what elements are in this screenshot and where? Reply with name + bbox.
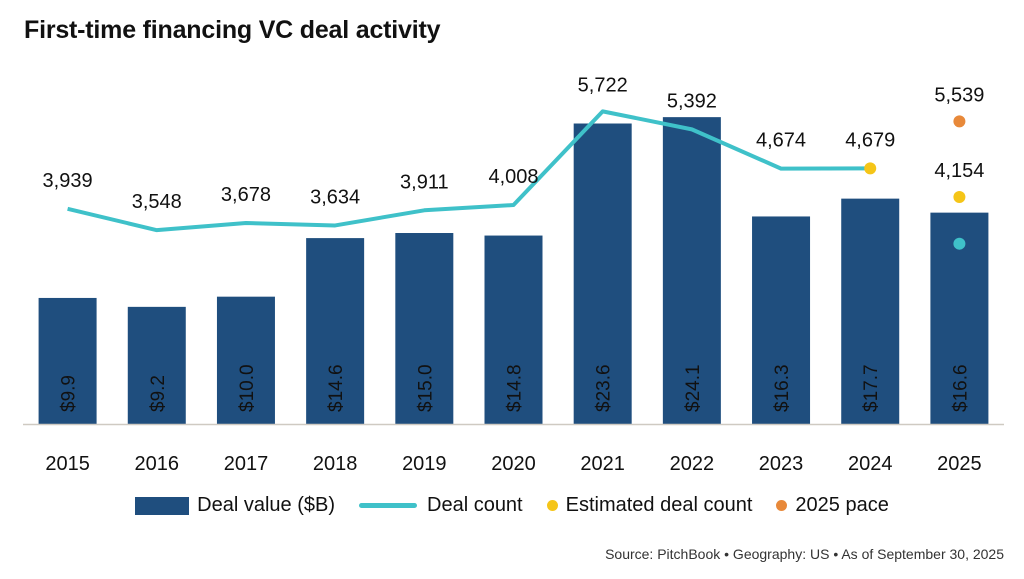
bar-value-label: $15.0 [415,364,436,412]
legend: Deal value ($B) Deal count Estimated dea… [0,494,1024,517]
estimated-deal-count-dot [864,162,877,175]
x-tick-label: 2025 [937,453,982,475]
x-tick-label: 2016 [135,453,180,475]
deal-count-line [67,109,871,233]
bar-value-label: $9.9 [59,375,80,412]
estimated-deal-count-dot-label: 4,154 [934,160,984,182]
legend-label: Estimated deal count [565,494,753,516]
deal-count-label: 3,548 [132,191,182,213]
bar-value-label: $9.2 [148,375,169,412]
x-tick-label: 2023 [759,453,804,475]
bar-value-label: $23.6 [594,364,615,412]
bar-2017 [216,296,275,424]
estimated-deal-count-dot [953,191,966,204]
legend-label: Deal value ($B) [197,494,335,516]
deal-count-label: 3,634 [310,186,360,208]
deal-count-label: 4,008 [488,166,538,188]
deal-count-label: 3,939 [43,170,93,192]
legend-item-pace: 2025 pace [776,494,889,517]
chart-title: First-time financing VC deal activity [24,16,441,44]
deal-count-label: 4,679 [845,129,895,151]
deal-count-label: 3,911 [400,171,449,193]
bar-2019 [395,233,454,424]
bar-value-label: $24.1 [683,364,704,412]
bar-2021 [573,123,632,424]
deal-count-label: 5,392 [667,90,717,112]
x-tick-label: 2017 [224,453,269,475]
deal-count-label: 4,674 [756,130,806,152]
pace-dot [953,115,966,128]
bar-value-label: $16.3 [772,364,793,412]
x-tick-label: 2019 [402,453,447,475]
deal-count-label: 5,722 [578,74,628,96]
pace-dot-label: 5,539 [934,84,984,106]
x-tick-label: 2021 [580,453,625,475]
legend-dot-estimated-icon [546,500,558,511]
x-tick-label: 2015 [45,453,90,475]
bar-2018 [306,238,365,424]
legend-line-swatch-icon [359,503,417,508]
deal-count-label: 3,678 [221,184,271,206]
legend-label: 2025 pace [795,494,889,516]
legend-label: Deal count [427,494,523,516]
bar-2024 [841,198,900,424]
x-tick-label: 2020 [491,453,536,475]
legend-item-deal-value: Deal value ($B) [135,494,335,517]
legend-bar-swatch-icon [135,496,190,515]
bar-2023 [752,216,811,424]
bar-value-label: $10.0 [237,364,258,412]
legend-dot-pace-icon [776,500,788,511]
chart-area: $9.9 2015 $9.2 2016 $10.0 2017 $14.6 2018 $15.0 2… [23,74,1004,475]
bar-2016 [127,306,186,424]
bar-value-label: $14.6 [326,364,347,412]
bar-2020 [484,235,543,424]
bar-value-label: $14.8 [505,364,526,412]
source-note: Source: PitchBook • Geography: US • As o… [605,546,1004,562]
bar-2015 [38,297,97,424]
bar-value-label: $16.6 [950,364,971,412]
x-tick-label: 2022 [670,453,715,475]
legend-item-deal-count: Deal count [359,494,523,517]
x-tick-label: 2018 [313,453,358,475]
deal-count-ytd-dot [953,237,966,250]
bar-2022 [662,117,721,424]
bar-value-label: $17.7 [861,364,882,412]
legend-item-estimated: Estimated deal count [546,494,753,517]
x-tick-label: 2024 [848,453,893,475]
